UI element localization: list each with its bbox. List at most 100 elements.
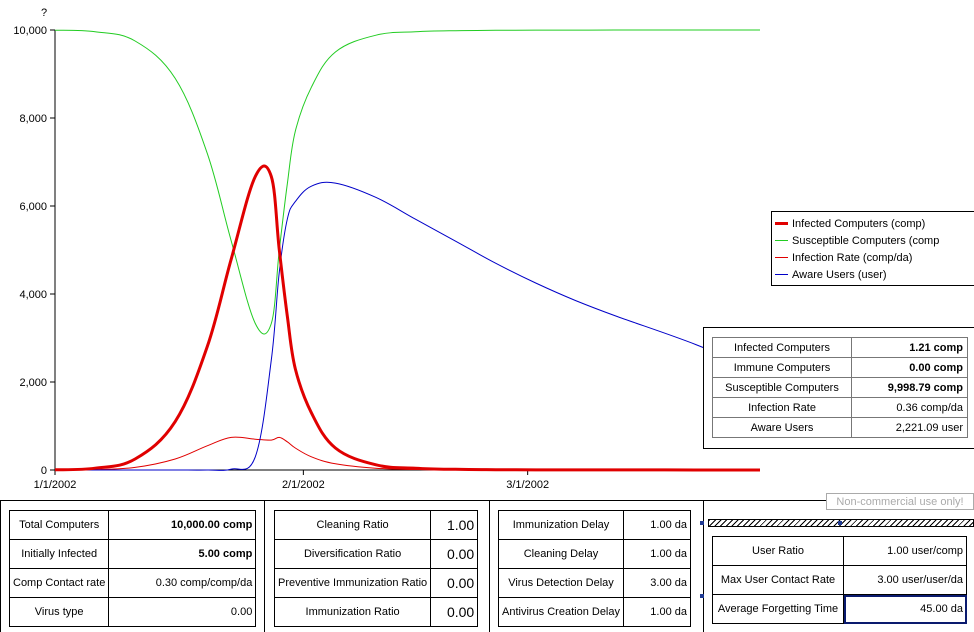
input-label: Immunization Ratio [273, 597, 432, 627]
value-row: Infection Rate 0.36 comp/da [712, 397, 968, 418]
legend-label: Infected Computers (comp) [792, 217, 926, 230]
input-label: Cleaning Delay [498, 539, 624, 569]
input-row: User Ratio 1.00 user/comp [712, 536, 967, 566]
input-value-field[interactable]: 0.00 [430, 539, 479, 569]
input-row: Immunization Delay 1.00 da [498, 510, 691, 540]
value-label: Infected Computers [712, 337, 852, 358]
splitter-handle[interactable] [838, 521, 842, 525]
panel-separator [0, 501, 1, 632]
input-label: Initially Infected [8, 539, 110, 569]
value-reading: 1.21 comp [851, 337, 968, 358]
legend-entry: Infected Computers (comp) [772, 215, 974, 232]
legend-label: Infection Rate (comp/da) [792, 251, 913, 264]
y-tick-label: 8,000 [19, 113, 47, 125]
input-label: User Ratio [712, 536, 844, 566]
input-label: Virus Detection Delay [498, 568, 624, 598]
control-panel-divider [0, 500, 974, 501]
input-label: Comp Contact rate [8, 568, 110, 598]
input-row: Average Forgetting Time 45.00 da [712, 594, 967, 624]
series-line-0 [54, 164, 760, 472]
input-row: Immunization Ratio 0.00 [273, 597, 479, 627]
series-line-1 [54, 29, 760, 335]
input-value-field[interactable]: 0.00 [430, 597, 479, 627]
input-label: Average Forgetting Time [712, 594, 844, 624]
value-label: Immune Computers [712, 357, 852, 378]
splitter-handle[interactable] [700, 594, 704, 598]
model-inputs-group-1: Total Computers 10,000.00 comp Initially I… [8, 510, 257, 627]
watermark: Non-commercial use only! [826, 493, 974, 510]
model-inputs-group-4: User Ratio 1.00 user/comp Max User Contact… [712, 536, 967, 624]
chart-legend: Infected Computers (comp) Susceptible Com… [771, 211, 974, 286]
input-label: Virus type [8, 597, 110, 627]
legend-entry: Susceptible Computers (comp [772, 232, 974, 249]
input-value-field[interactable]: 0.00 [430, 568, 479, 598]
model-inputs-group-2: Cleaning Ratio 1.00 Diversification Ratio 0… [273, 510, 479, 627]
input-value-field[interactable]: 1.00 user/comp [843, 536, 967, 566]
input-value-field[interactable]: 1.00 da [623, 510, 691, 540]
panel-separator [264, 501, 265, 632]
value-row: Infected Computers 1.21 comp [712, 337, 968, 358]
input-value-field[interactable]: 3.00 user/user/da [843, 565, 967, 595]
input-value-field[interactable]: 0.00 [108, 597, 257, 627]
input-value-field[interactable]: 1.00 da [623, 597, 691, 627]
input-row: Virus type 0.00 [8, 597, 257, 627]
input-value-field[interactable]: 1.00 [430, 510, 479, 540]
y-tick-label: 0 [41, 465, 47, 477]
input-row: Diversification Ratio 0.00 [273, 539, 479, 569]
value-row: Aware Users 2,221.09 user [712, 417, 968, 438]
value-reading: 9,998.79 comp [851, 377, 968, 398]
input-row: Cleaning Ratio 1.00 [273, 510, 479, 540]
panel-separator [703, 501, 704, 632]
y-tick-label: 10,000 [13, 25, 47, 37]
legend-entry: Infection Rate (comp/da) [772, 249, 974, 266]
input-value-field[interactable]: 3.00 da [623, 568, 691, 598]
input-row: Antivirus Creation Delay 1.00 da [498, 597, 691, 627]
series-line-3 [55, 181, 761, 471]
x-tick-label: 2/1/2002 [282, 479, 325, 491]
input-value-field[interactable]: 1.00 da [623, 539, 691, 569]
input-row: Comp Contact rate 0.30 comp/comp/da [8, 568, 257, 598]
input-label: Immunization Delay [498, 510, 624, 540]
input-row: Virus Detection Delay 3.00 da [498, 568, 691, 598]
input-row: Cleaning Delay 1.00 da [498, 539, 691, 569]
current-values-panel: Infected Computers 1.21 comp Immune Comput… [703, 327, 974, 449]
legend-label: Aware Users (user) [792, 268, 887, 281]
value-row: Susceptible Computers 9,998.79 comp [712, 377, 968, 398]
input-label: Max User Contact Rate [712, 565, 844, 595]
value-reading: 0.00 comp [851, 357, 968, 378]
legend-swatch [775, 240, 788, 241]
input-row: Preventive Immunization Ratio 0.00 [273, 568, 479, 598]
legend-swatch [775, 257, 788, 258]
value-reading: 0.36 comp/da [851, 397, 968, 418]
value-row: Immune Computers 0.00 comp [712, 357, 968, 378]
input-label: Preventive Immunization Ratio [273, 568, 432, 598]
input-value-field[interactable]: 5.00 comp [108, 539, 257, 569]
legend-entry: Aware Users (user) [772, 266, 974, 283]
x-tick-label: 1/1/2002 [34, 479, 77, 491]
input-row: Initially Infected 5.00 comp [8, 539, 257, 569]
legend-swatch [775, 274, 788, 275]
input-value-field[interactable]: 10,000.00 comp [108, 510, 257, 540]
input-row: Max User Contact Rate 3.00 user/user/da [712, 565, 967, 595]
input-label: Total Computers [8, 510, 110, 540]
input-label: Cleaning Ratio [273, 510, 432, 540]
y-tick-label: 2,000 [19, 377, 47, 389]
x-tick-label: 3/1/2002 [506, 479, 549, 491]
panel-separator [489, 501, 490, 632]
legend-swatch [775, 222, 788, 225]
input-value-field[interactable]: 0.30 comp/comp/da [108, 568, 257, 598]
value-label: Susceptible Computers [712, 377, 852, 398]
value-label: Aware Users [712, 417, 852, 438]
y-tick-label: 4,000 [19, 289, 47, 301]
value-reading: 2,221.09 user [851, 417, 968, 438]
splitter-handle[interactable] [700, 521, 704, 525]
input-label: Antivirus Creation Delay [498, 597, 624, 627]
y-tick-label: 6,000 [19, 201, 47, 213]
current-values-table: Infected Computers 1.21 comp Immune Comput… [712, 337, 968, 438]
line-chart: ? 0 2,000 4,000 6,000 8,000 10,000 1/1/2002 2/… [13, 7, 761, 491]
value-label: Infection Rate [712, 397, 852, 418]
model-inputs-group-3: Immunization Delay 1.00 da Cleaning Delay 1… [498, 510, 691, 627]
input-value-field[interactable]: 45.00 da [843, 594, 967, 624]
legend-label: Susceptible Computers (comp [792, 234, 940, 247]
chart-title: ? [41, 7, 47, 19]
